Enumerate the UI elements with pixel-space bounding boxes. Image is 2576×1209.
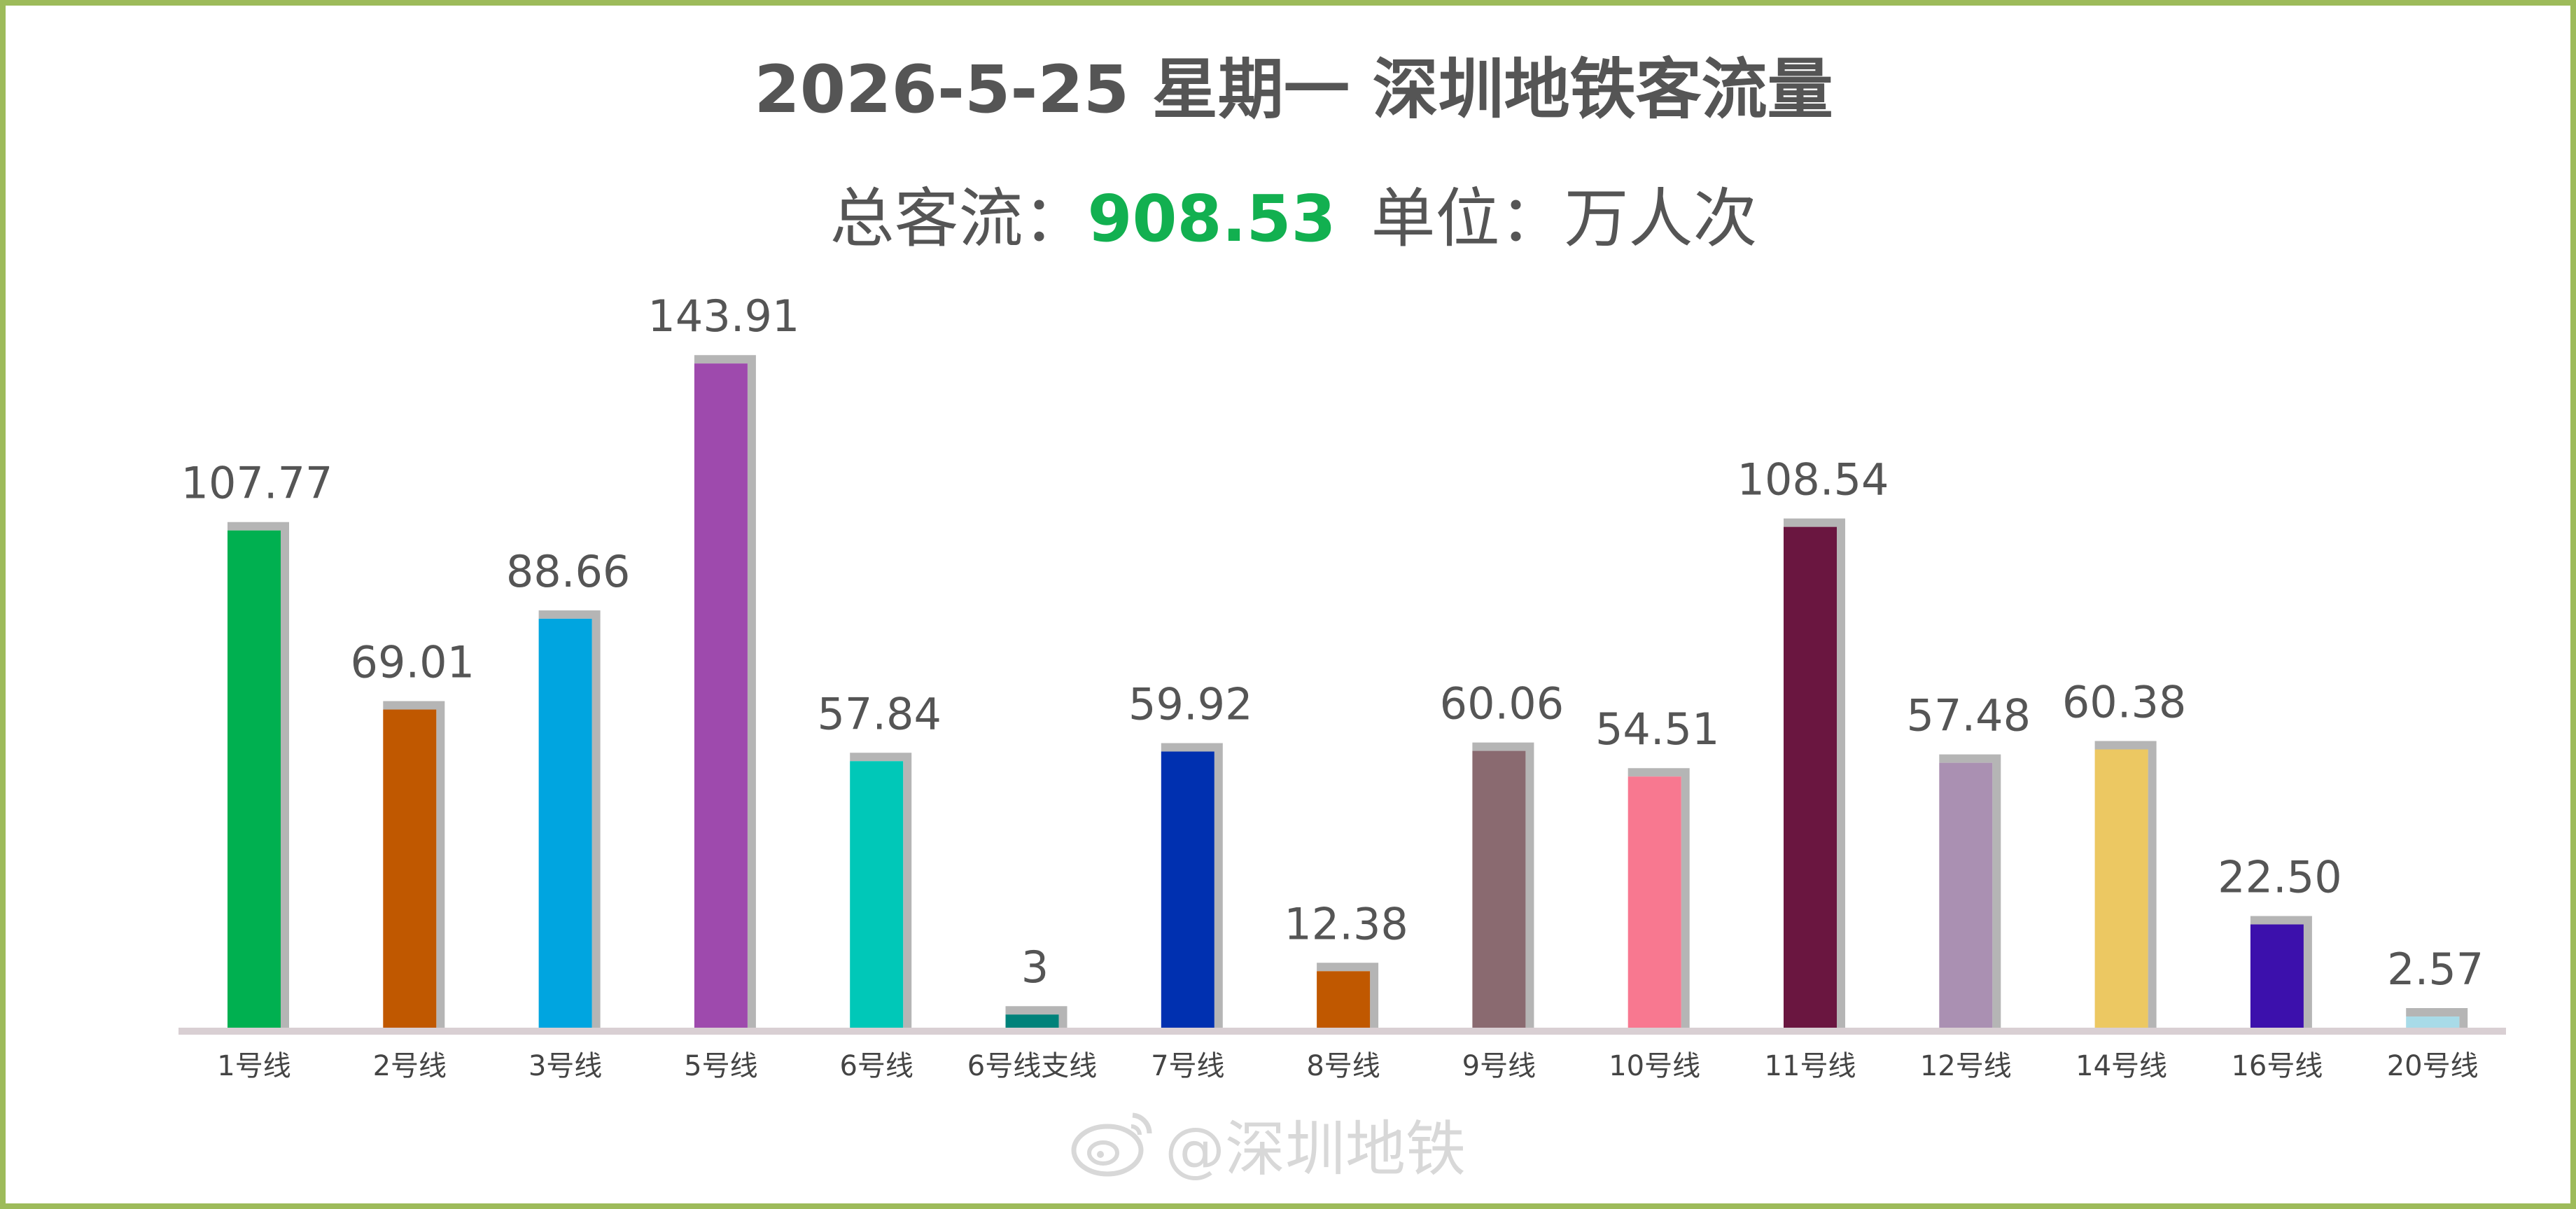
bar-value-label: 12.38 bbox=[1284, 898, 1408, 949]
bar bbox=[1161, 751, 1214, 1028]
bar-value-label: 60.38 bbox=[2062, 676, 2187, 727]
weibo-logo-icon bbox=[1071, 1112, 1152, 1177]
bar-value-label: 60.06 bbox=[1440, 678, 1564, 729]
bar bbox=[1628, 776, 1681, 1028]
bar bbox=[1784, 526, 1837, 1028]
bar bbox=[1005, 1014, 1059, 1028]
bar-value-label: 69.01 bbox=[351, 637, 475, 688]
bar bbox=[850, 761, 904, 1028]
x-tick-label: 8号线 bbox=[1306, 1050, 1380, 1082]
bar-value-label: 107.77 bbox=[181, 458, 333, 509]
bar-value-label: 2.57 bbox=[2387, 944, 2484, 995]
bar-value-label: 3 bbox=[1021, 942, 1049, 993]
x-axis-line bbox=[178, 1028, 2506, 1035]
x-tick-label: 6号线支线 bbox=[967, 1050, 1097, 1082]
bar-value-label: 22.50 bbox=[2218, 852, 2342, 903]
bar-shadow bbox=[1472, 742, 1534, 1028]
bar-value-label: 57.84 bbox=[817, 688, 941, 739]
bar bbox=[1472, 750, 1526, 1028]
x-tick-label: 9号线 bbox=[1462, 1050, 1536, 1082]
bar-value-label: 54.51 bbox=[1595, 704, 1720, 755]
bar bbox=[2094, 749, 2148, 1028]
x-tick-label: 5号线 bbox=[684, 1050, 757, 1082]
bar-shadow bbox=[850, 753, 912, 1028]
bar-shadow bbox=[383, 701, 445, 1028]
x-tick-label: 16号线 bbox=[2231, 1050, 2323, 1082]
bar-value-label: 143.91 bbox=[648, 291, 799, 342]
watermark-text: @深圳地铁 bbox=[1165, 1114, 1466, 1184]
x-tick-label: 12号线 bbox=[1920, 1050, 2012, 1082]
bar-value-label: 57.48 bbox=[1907, 690, 2031, 741]
bar bbox=[2250, 924, 2304, 1028]
bar-shadow bbox=[1317, 963, 1379, 1028]
bar-shadow bbox=[2250, 916, 2312, 1028]
x-tick-label: 10号线 bbox=[1609, 1050, 1700, 1082]
bar bbox=[1939, 762, 1993, 1028]
bar-shadow bbox=[1628, 768, 1690, 1028]
x-tick-label: 6号线 bbox=[839, 1050, 913, 1082]
x-tick-label: 2号线 bbox=[373, 1050, 447, 1082]
bar bbox=[227, 530, 281, 1028]
bar bbox=[694, 363, 748, 1028]
bar-shadow bbox=[1784, 518, 1845, 1028]
x-tick-label: 14号线 bbox=[2076, 1050, 2167, 1082]
total-label: 总客流： bbox=[830, 181, 1088, 256]
bar-shadow bbox=[1161, 743, 1223, 1028]
bar bbox=[1317, 971, 1371, 1028]
bar-value-label: 108.54 bbox=[1737, 454, 1889, 505]
bar-value-label: 59.92 bbox=[1128, 679, 1253, 730]
x-tick-label: 7号线 bbox=[1151, 1050, 1224, 1082]
bar-value-label: 88.66 bbox=[506, 546, 631, 597]
bar bbox=[538, 618, 592, 1028]
bar-shadow bbox=[694, 355, 756, 1029]
bar-shadow bbox=[2094, 741, 2157, 1028]
bar-shadow bbox=[2406, 1008, 2468, 1028]
bar-shadow bbox=[538, 610, 601, 1028]
bar-shadow bbox=[1939, 754, 2001, 1028]
x-tick-label: 3号线 bbox=[528, 1050, 602, 1082]
x-tick-label: 11号线 bbox=[1765, 1050, 1856, 1082]
unit-label: 单位：万人次 bbox=[1371, 181, 1758, 256]
watermark: @深圳地铁 bbox=[1071, 1105, 1466, 1184]
bar-shadow bbox=[1005, 1006, 1068, 1028]
x-tick-label: 20号线 bbox=[2387, 1050, 2479, 1082]
bar-shadow bbox=[227, 522, 289, 1028]
chart-title: 2026-5-25 星期一 深圳地铁客流量 bbox=[754, 52, 1833, 128]
bar bbox=[2406, 1016, 2460, 1028]
total-value: 908.53 bbox=[1087, 181, 1336, 256]
chart-subtitle: 总客流：908.53 单位：万人次 bbox=[6, 167, 2576, 260]
x-tick-label: 1号线 bbox=[217, 1050, 290, 1082]
bar bbox=[383, 709, 437, 1028]
